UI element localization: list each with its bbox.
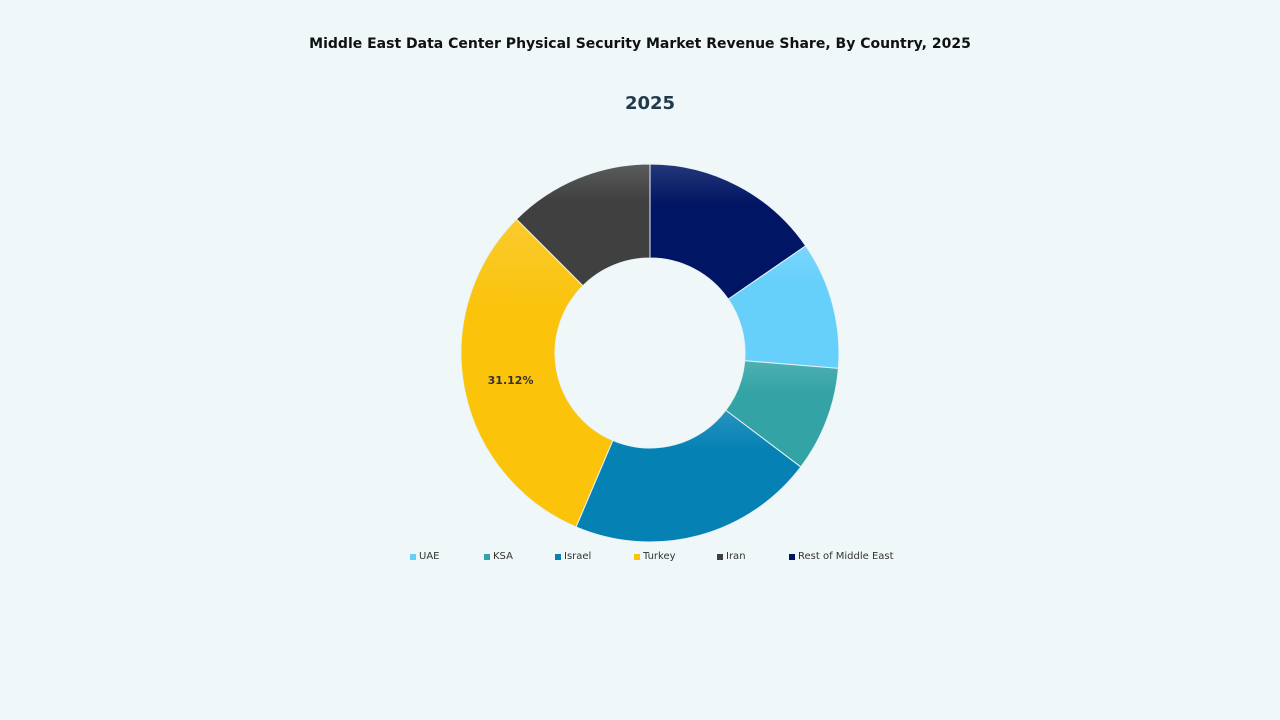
legend-label: Israel [564, 551, 592, 562]
chart-subtitle: 2025 [624, 93, 676, 114]
slice-turkey [460, 218, 614, 528]
legend-label: Iran [726, 551, 746, 562]
legend-item-rest-of-middle-east: Rest of Middle East [789, 551, 894, 562]
legend-label: UAE [419, 551, 440, 562]
legend-swatch [555, 553, 561, 560]
legend: UAE KSA Israel Turkey Iran Rest of Middl… [0, 551, 1280, 567]
slice-rest-of-middle-east [649, 163, 807, 300]
legend-item-ksa: KSA [484, 551, 513, 562]
legend-swatch [789, 553, 795, 560]
legend-swatch [634, 553, 640, 560]
legend-swatch [484, 553, 490, 560]
legend-item-israel: Israel [555, 551, 591, 562]
legend-swatch [410, 553, 416, 560]
chart-title: Middle East Data Center Physical Securit… [309, 36, 971, 52]
legend-item-iran: Iran [717, 551, 746, 562]
legend-swatch [717, 553, 723, 560]
legend-label: KSA [493, 551, 513, 562]
data-label-turkey: 31.12% [488, 374, 534, 387]
slice-israel [575, 409, 802, 543]
legend-label: Rest of Middle East [798, 551, 894, 562]
legend-item-uae: UAE [410, 551, 439, 562]
legend-item-turkey: Turkey [634, 551, 676, 562]
legend-label: Turkey [643, 551, 676, 562]
